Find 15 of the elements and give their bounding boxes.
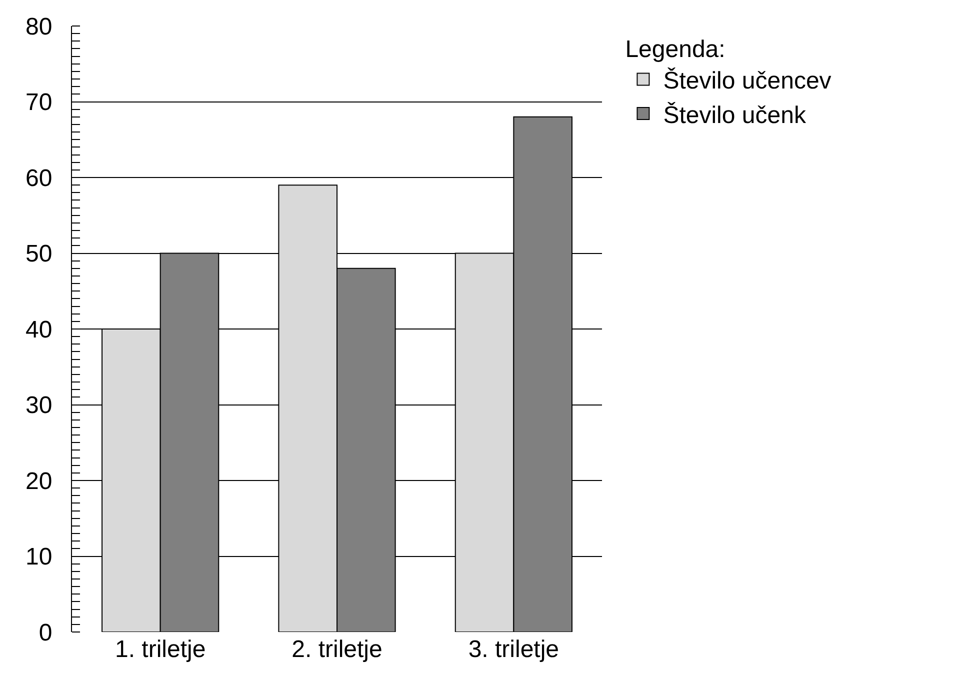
y-tick-label: 20	[25, 468, 52, 495]
y-tick-label: 30	[25, 392, 52, 420]
x-tick-label: 1. triletje	[114, 636, 206, 663]
y-tick-label: 70	[25, 89, 52, 116]
y-tick-label: 60	[25, 164, 52, 192]
legend-title: Legenda:	[625, 36, 726, 64]
y-tick-label: 40	[25, 316, 52, 344]
y-tick-label: 10	[25, 544, 52, 571]
legend-label: Število učenk	[663, 102, 807, 129]
x-tick-label: 3. triletje	[468, 636, 560, 663]
y-tick-label: 0	[38, 619, 52, 646]
x-tick-label: 2. triletje	[292, 636, 382, 663]
y-tick-label: 50	[25, 240, 52, 268]
legend-label: Število učencev	[663, 68, 832, 95]
y-tick-label: 80	[25, 13, 52, 40]
